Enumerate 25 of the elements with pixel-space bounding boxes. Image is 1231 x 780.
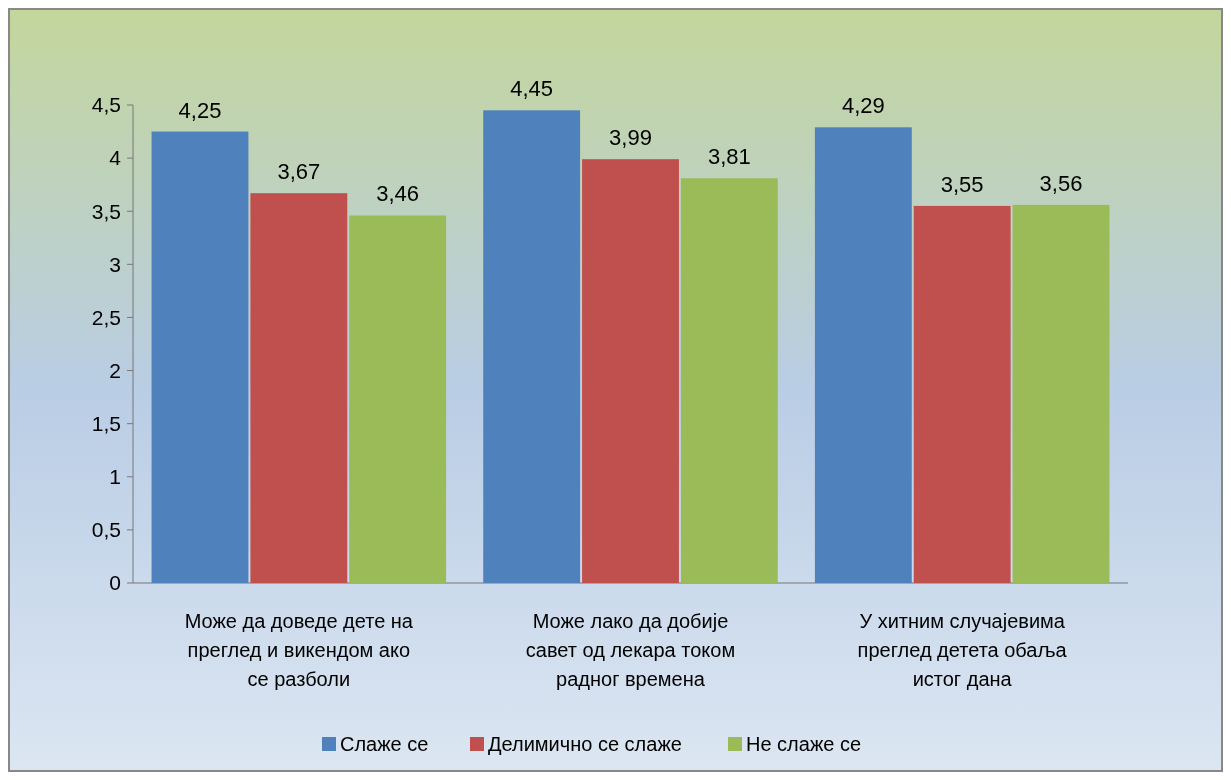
- y-tick-label: 4: [109, 146, 122, 170]
- y-tick-label: 1: [109, 465, 121, 489]
- data-label: 4,45: [510, 76, 554, 102]
- data-label: 4,29: [841, 93, 885, 119]
- legend-label: Делимично се слаже: [488, 733, 682, 755]
- data-label: 3,99: [609, 125, 652, 151]
- data-label: 3,55: [940, 171, 984, 197]
- data-label: 3,46: [376, 181, 420, 207]
- legend-label: Не слаже се: [746, 733, 862, 755]
- y-tick-label: 2,5: [91, 305, 121, 329]
- x-tick-label: Може лако да добије савет од лекара током радног времена: [525, 610, 736, 690]
- y-tick-label: 3: [109, 252, 121, 276]
- x-tick-label: У хитним случајевима преглед детета обаља истог дана: [857, 610, 1068, 690]
- legend-label: Слаже се: [340, 733, 429, 755]
- data-label: 3,67: [277, 159, 321, 185]
- x-tick-label: Може да доведе дете на преглед и викендом ако се разболи: [184, 610, 414, 690]
- y-tick-label: 2: [109, 358, 121, 382]
- data-label: 3,81: [707, 144, 751, 170]
- data-label: 3,56: [1039, 170, 1083, 196]
- y-tick-label: 1,5: [91, 412, 121, 436]
- data-label: 4,25: [178, 97, 222, 123]
- y-tick-label: 0: [109, 571, 121, 595]
- y-tick-label: 0,5: [91, 518, 121, 542]
- y-tick-label: 3,5: [91, 199, 121, 223]
- y-tick-label: 4,5: [91, 93, 121, 117]
